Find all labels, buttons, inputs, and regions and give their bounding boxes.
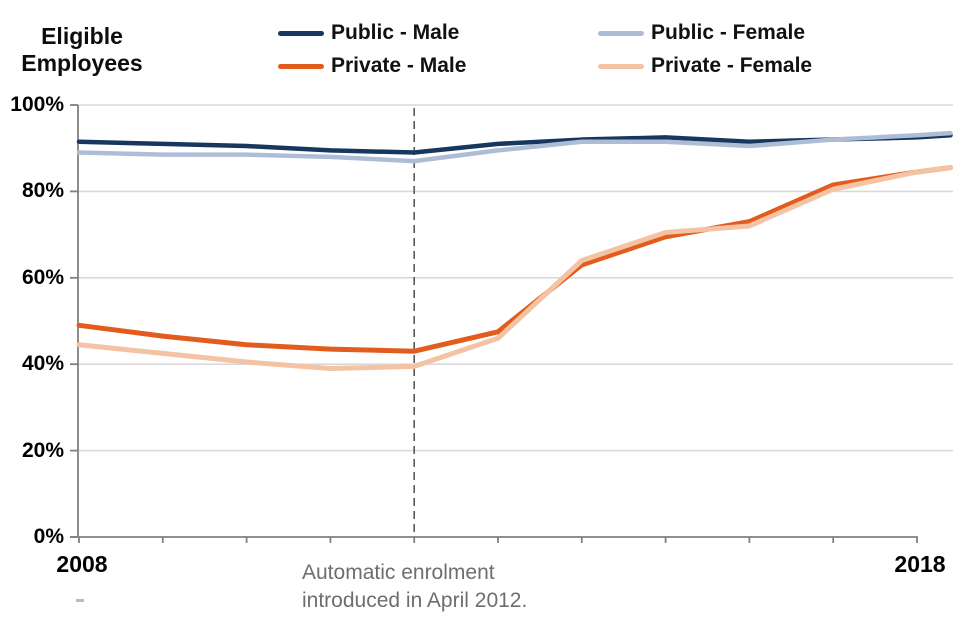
legend-item-public-male: Public - Male [278,18,598,48]
legend: Public - Male Public - Female Private - Ma… [278,18,918,81]
legend-item-private-male: Private - Male [278,51,598,81]
x-axis-label-start: 2008 [56,551,108,577]
legend-item-public-female: Public - Female [598,18,918,48]
legend-label: Public - Female [651,21,806,44]
y-axis-label: 60% [21,265,64,289]
line-private-female [76,165,954,372]
footnote-dash [76,599,84,602]
legend-label: Private - Female [651,54,813,77]
x-axis-label-end: 2018 [894,551,946,577]
legend-item-private-female: Private - Female [598,51,918,81]
chart-title: Eligible Employees [21,23,143,76]
y-axis-label: 40% [21,352,64,376]
y-axis-label: 0% [33,525,64,548]
legend-label: Public - Male [331,21,460,44]
legend-swatch [278,63,324,69]
legend-swatch [598,30,644,36]
annotation-line-1: Automatic enrolment [302,561,495,584]
y-axis-label: 20% [21,438,64,462]
legend-swatch [278,30,324,36]
y-axis-label: 80% [21,179,64,203]
y-axis-label: 100% [10,93,64,116]
annotation-automatic-enrolment: Automatic enrolment introduced in April … [302,559,527,615]
annotation-line-2: introduced in April 2012. [302,589,528,612]
line-public-female [76,130,953,164]
legend-swatch [598,63,644,69]
legend-label: Private - Male [331,54,467,77]
